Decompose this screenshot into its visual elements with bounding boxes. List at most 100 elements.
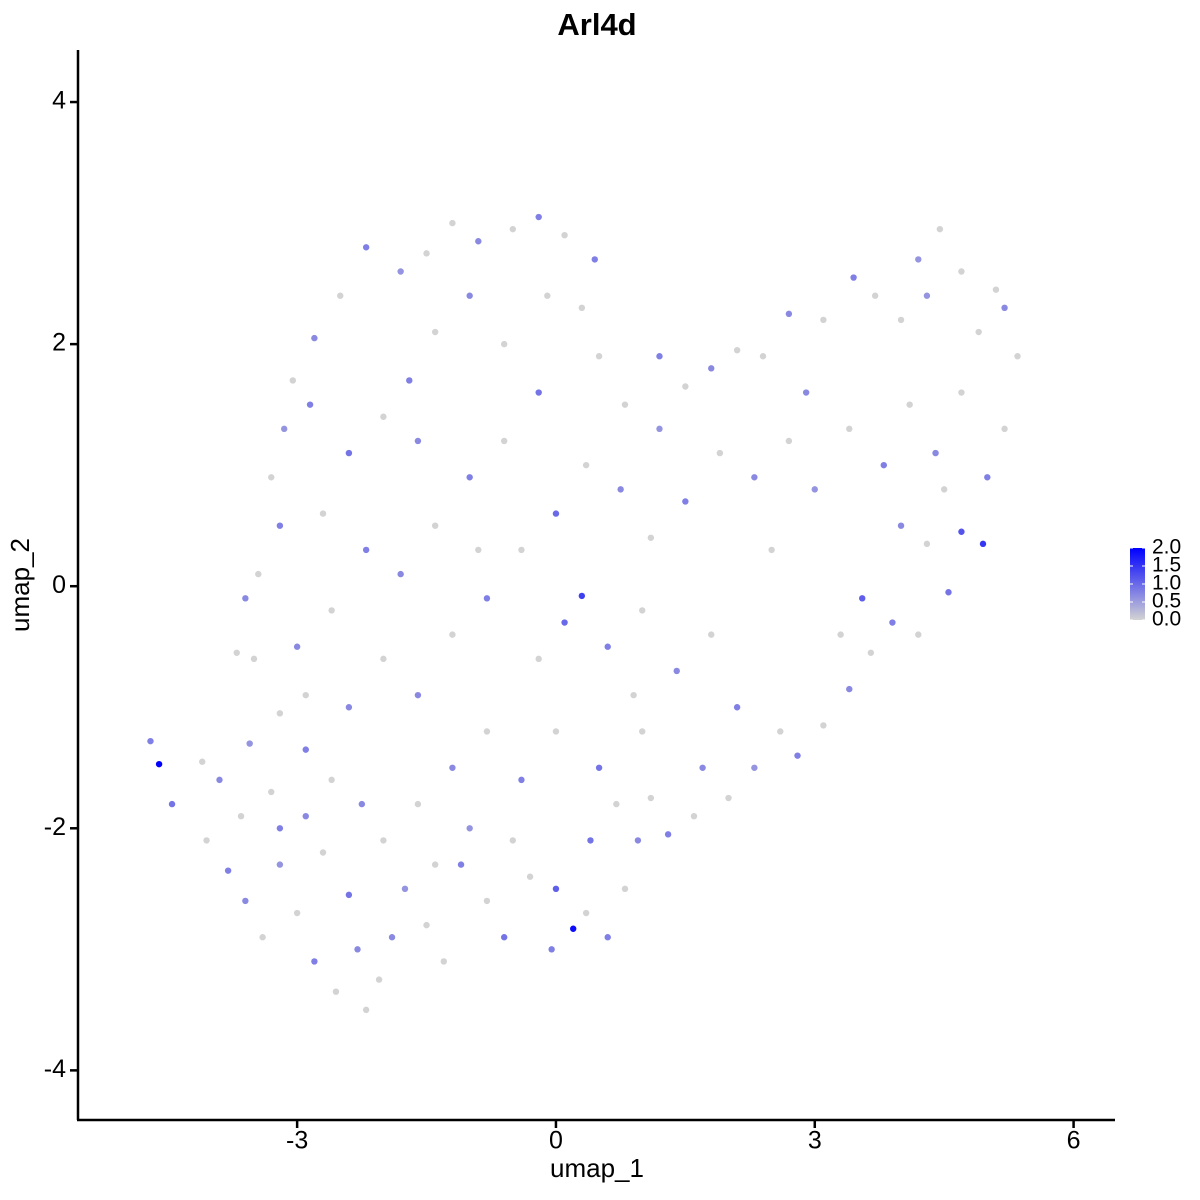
y-tick-label: 2 xyxy=(52,329,66,357)
point xyxy=(345,704,353,711)
point xyxy=(375,976,383,983)
point xyxy=(751,474,758,481)
y-tick-label: 0 xyxy=(52,571,66,599)
point xyxy=(587,837,594,844)
point xyxy=(362,1006,370,1014)
y-axis-title: umap_2 xyxy=(5,538,35,632)
point xyxy=(466,474,473,481)
point xyxy=(777,728,784,735)
point xyxy=(656,425,663,433)
point xyxy=(535,389,542,396)
point xyxy=(380,837,387,844)
point xyxy=(362,546,370,554)
point xyxy=(932,449,939,457)
point xyxy=(397,570,404,578)
point xyxy=(561,231,568,239)
point xyxy=(293,909,301,917)
point xyxy=(759,353,767,360)
point xyxy=(1014,353,1021,360)
colorbar-label: 0.5 xyxy=(1152,590,1181,613)
point xyxy=(199,758,206,765)
point xyxy=(328,607,335,614)
point xyxy=(337,292,344,299)
point xyxy=(500,340,508,348)
point xyxy=(302,812,309,820)
colorbar-label: 0.0 xyxy=(1152,608,1181,631)
point xyxy=(785,310,793,318)
point xyxy=(906,401,913,408)
point xyxy=(915,256,922,263)
point xyxy=(155,760,163,768)
point xyxy=(867,649,875,656)
point xyxy=(794,752,801,759)
point xyxy=(617,486,624,493)
point xyxy=(500,934,508,941)
point xyxy=(880,461,887,469)
point xyxy=(328,776,335,784)
point xyxy=(354,946,361,953)
point xyxy=(613,800,620,808)
point xyxy=(915,631,922,638)
point xyxy=(595,764,603,771)
point xyxy=(466,825,473,832)
point xyxy=(552,510,560,517)
point xyxy=(837,631,844,638)
point xyxy=(751,764,758,771)
point xyxy=(561,619,568,626)
point xyxy=(431,328,439,336)
point xyxy=(621,401,629,408)
point xyxy=(302,691,309,699)
point xyxy=(483,728,491,735)
point xyxy=(897,522,905,529)
point xyxy=(582,461,590,469)
chart-title: Arl4d xyxy=(557,7,636,42)
colorbar-label: 1.0 xyxy=(1152,572,1181,595)
point xyxy=(647,794,655,802)
point xyxy=(276,861,284,868)
point xyxy=(582,909,590,917)
point xyxy=(859,595,866,602)
point xyxy=(233,649,240,656)
point xyxy=(958,389,965,396)
point xyxy=(289,377,297,384)
point xyxy=(380,413,387,420)
x-tick-label: 6 xyxy=(1067,1127,1081,1155)
point xyxy=(449,219,456,227)
point xyxy=(483,897,491,905)
point xyxy=(466,292,473,299)
point xyxy=(699,764,706,771)
point xyxy=(871,292,879,299)
point xyxy=(518,546,525,554)
point xyxy=(203,837,210,844)
point xyxy=(673,667,680,675)
point xyxy=(850,274,857,281)
x-tick-label: 3 xyxy=(808,1127,822,1155)
point xyxy=(380,655,387,663)
point xyxy=(475,546,482,554)
colorbar xyxy=(1130,548,1145,620)
point xyxy=(509,837,517,844)
point xyxy=(255,570,262,578)
point xyxy=(630,691,637,699)
point xyxy=(168,800,176,808)
point xyxy=(500,437,508,445)
point xyxy=(242,595,249,602)
y-tick-label: -4 xyxy=(44,1055,66,1083)
point xyxy=(656,353,663,360)
point xyxy=(431,522,439,529)
point xyxy=(526,873,534,880)
point xyxy=(733,704,741,711)
x-tick-label: -3 xyxy=(286,1127,308,1155)
point xyxy=(457,861,465,868)
point xyxy=(259,934,266,941)
point xyxy=(268,474,275,481)
point xyxy=(311,958,318,965)
point xyxy=(682,383,689,390)
point xyxy=(725,794,732,802)
point xyxy=(647,534,655,541)
point xyxy=(846,425,853,433)
point xyxy=(237,812,245,820)
point xyxy=(940,486,948,493)
point xyxy=(984,474,991,481)
